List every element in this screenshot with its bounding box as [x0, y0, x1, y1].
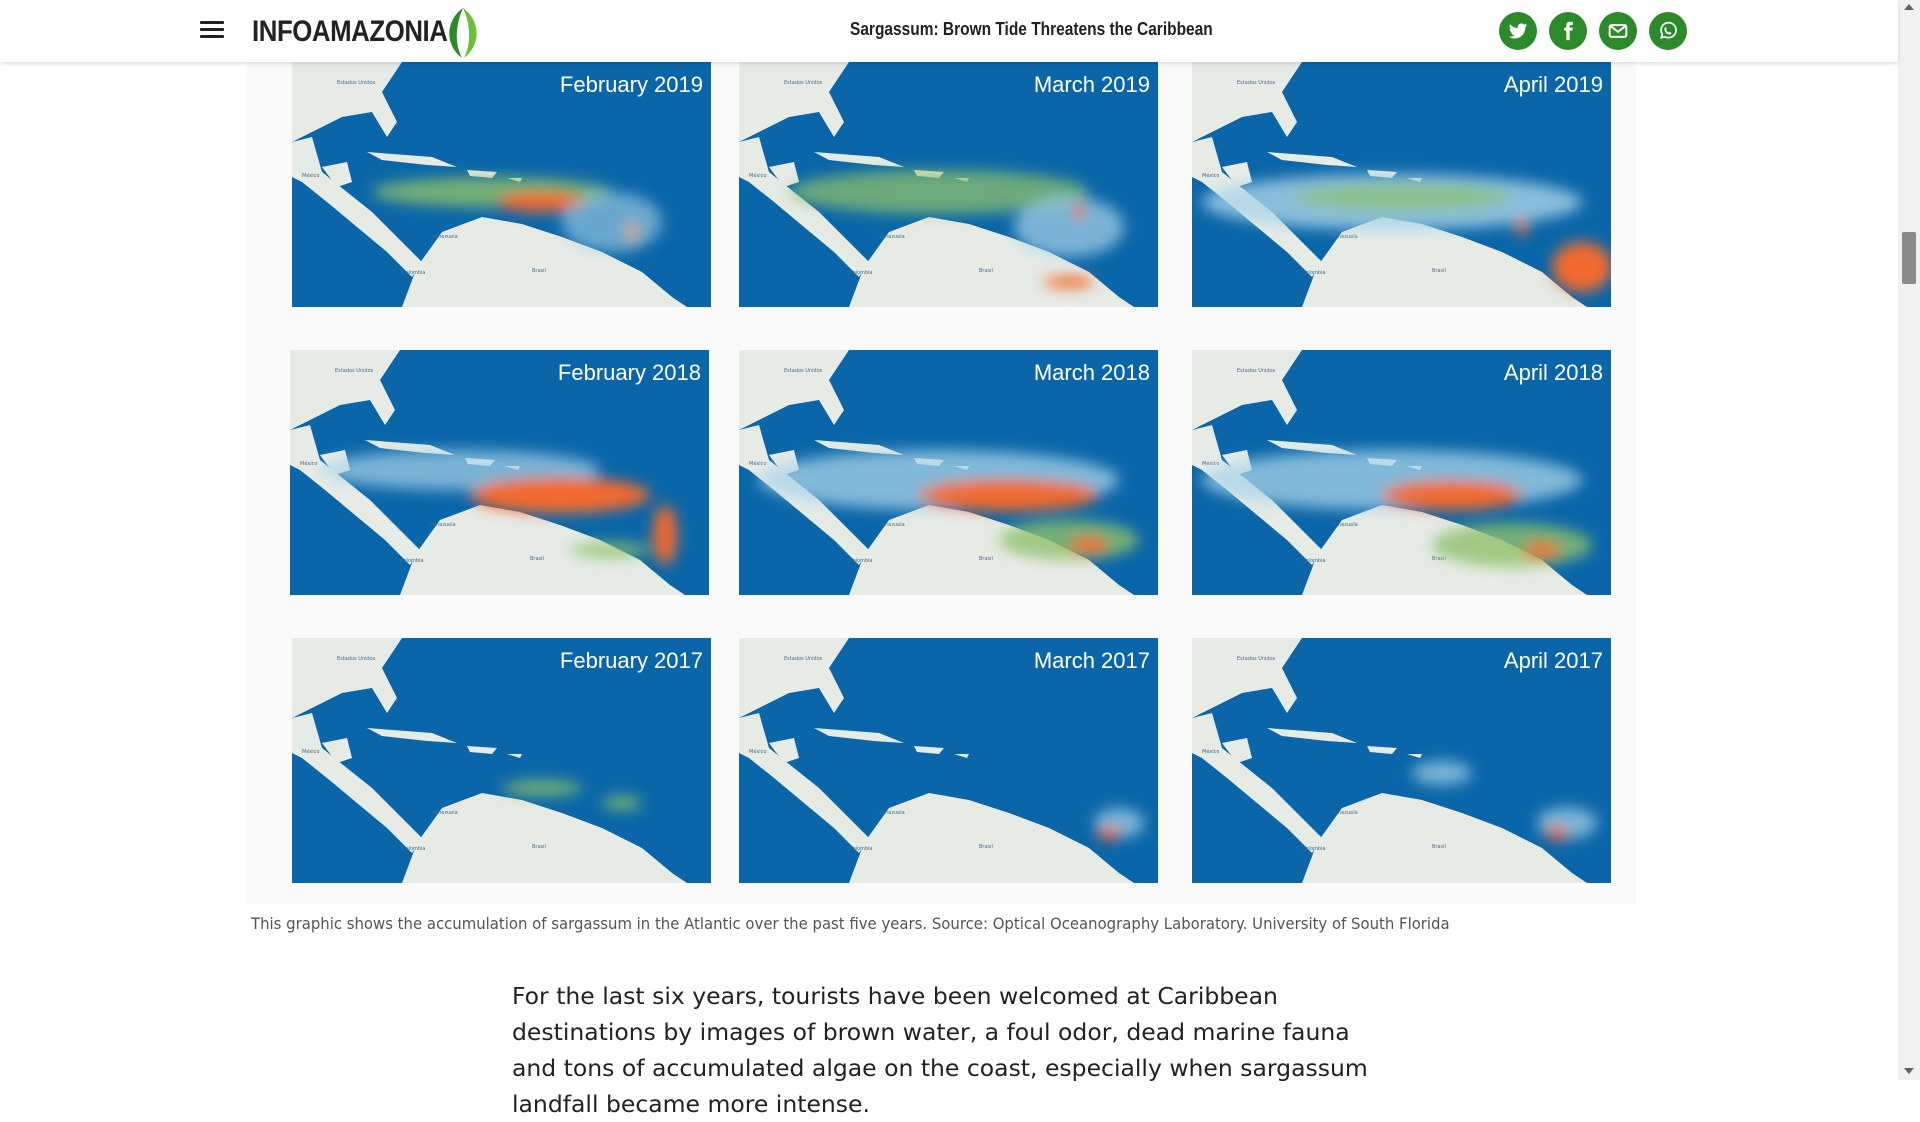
page-scrollbar[interactable]: [1898, 0, 1920, 1080]
map-label: March 2017: [1033, 648, 1150, 673]
twitter-share-button[interactable]: [1499, 12, 1537, 50]
sargassum-map-apr-2019: April 2019: [1192, 62, 1611, 307]
sargassum-map-feb-2018: February 2018: [290, 350, 709, 595]
sargassum-map-apr-2018: April 2018: [1192, 350, 1611, 595]
hamburger-menu-icon[interactable]: [200, 18, 224, 40]
site-logo[interactable]: INFOAMAZONIA: [252, 6, 479, 58]
map-image: [739, 350, 1158, 595]
sargassum-map-mar-2018: March 2018: [739, 350, 1158, 595]
article-paragraph: For the last six years, tourists have be…: [512, 982, 1368, 1118]
email-icon: [1608, 24, 1628, 38]
facebook-icon: [1564, 21, 1573, 41]
article-body: For the last six years, tourists have be…: [512, 978, 1392, 1122]
sargassum-map-gallery: February 2019 March 2019 April 2019 Febr…: [246, 62, 1636, 904]
map-image: [292, 638, 711, 883]
scroll-up-arrow-icon[interactable]: [1904, 4, 1914, 10]
site-header: INFOAMAZONIA Sargassum: Brown Tide Threa…: [0, 0, 1898, 62]
scroll-down-arrow-icon[interactable]: [1904, 1068, 1914, 1074]
facebook-share-button[interactable]: [1549, 12, 1587, 50]
scrollbar-thumb[interactable]: [1902, 232, 1916, 284]
gallery-caption: This graphic shows the accumulation of s…: [251, 914, 1450, 933]
map-image: [1192, 638, 1611, 883]
whatsapp-icon: [1660, 21, 1677, 39]
map-image: [1192, 62, 1611, 307]
map-label: March 2018: [1033, 360, 1150, 385]
twitter-icon: [1508, 23, 1528, 39]
map-label: April 2019: [1503, 72, 1603, 97]
sargassum-map-apr-2017: April 2017: [1192, 638, 1611, 883]
article-title: Sargassum: Brown Tide Threatens the Cari…: [850, 19, 1213, 39]
map-label: February 2018: [557, 360, 701, 385]
map-label: March 2019: [1033, 72, 1150, 97]
leaf-logo-icon: [449, 8, 477, 58]
brand-name: INFOAMAZONIA: [252, 15, 448, 48]
email-share-button[interactable]: [1599, 12, 1637, 50]
map-label: April 2017: [1503, 648, 1603, 673]
sargassum-map-mar-2019: March 2019: [739, 62, 1158, 307]
map-image: [1192, 350, 1611, 595]
sargassum-map-mar-2017: March 2017: [739, 638, 1158, 883]
sargassum-map-feb-2019: February 2019: [292, 62, 711, 307]
map-image: [739, 62, 1158, 307]
map-label: February 2017: [559, 648, 703, 673]
map-image: [739, 638, 1158, 883]
whatsapp-share-button[interactable]: [1649, 12, 1687, 50]
map-label: April 2018: [1503, 360, 1603, 385]
map-image: [292, 62, 711, 307]
sargassum-map-feb-2017: February 2017: [292, 638, 711, 883]
map-image: [290, 350, 709, 595]
map-label: February 2019: [559, 72, 703, 97]
